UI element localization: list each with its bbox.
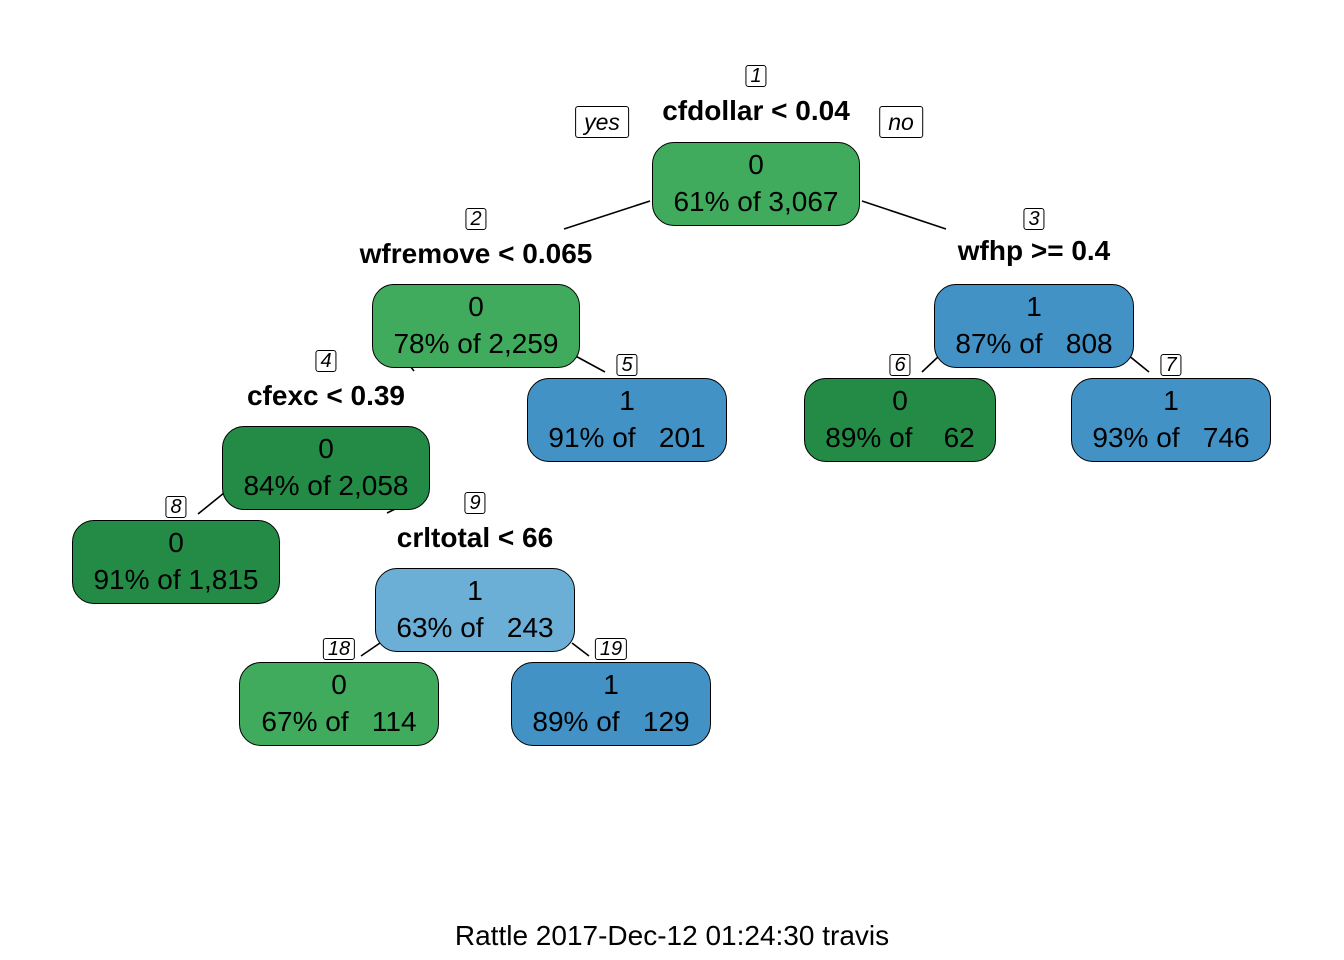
node-id-3: 3: [1023, 208, 1045, 230]
node-class-3: 1: [1026, 291, 1042, 322]
node-class-9: 1: [467, 575, 483, 606]
edge-1-2: [563, 200, 651, 230]
node-class-1: 0: [748, 149, 764, 180]
split-rule-1: cfdollar < 0.04: [662, 95, 850, 126]
node-class-6: 0: [892, 385, 908, 416]
node-id-18: 18: [322, 638, 356, 660]
node-id-1: 1: [745, 65, 767, 87]
node-share-9: 63% of 243: [396, 612, 554, 643]
node-id-6: 6: [889, 354, 911, 376]
node-box-18: 0 67% of 114: [239, 662, 439, 746]
node-class-2: 0: [468, 291, 484, 322]
branch-label-no: no: [879, 106, 923, 138]
node-share-2: 78% of 2,259: [393, 328, 559, 359]
node-box-3: 1 87% of 808: [934, 284, 1134, 368]
edge-4-8: [197, 492, 225, 515]
node-id-9: 9: [464, 492, 486, 514]
node-share-6: 89% of 62: [825, 422, 975, 453]
branch-label-yes: yes: [575, 106, 629, 138]
node-share-7: 93% of 746: [1092, 422, 1250, 453]
node-share-8: 91% of 1,815: [93, 564, 259, 595]
node-class-5: 1: [619, 385, 635, 416]
node-box-7: 1 93% of 746: [1071, 378, 1271, 462]
node-box-2: 0 78% of 2,259: [372, 284, 580, 368]
node-share-18: 67% of 114: [261, 706, 417, 737]
node-box-8: 0 91% of 1,815: [72, 520, 280, 604]
node-class-18: 0: [331, 669, 347, 700]
edge-1-3: [861, 200, 947, 230]
node-class-7: 1: [1163, 385, 1179, 416]
edge-9-19: [571, 642, 590, 657]
footer-caption: Rattle 2017-Dec-12 01:24:30 travis: [454, 920, 890, 951]
split-rule-9: crltotal < 66: [396, 522, 554, 553]
node-id-7: 7: [1160, 354, 1182, 376]
node-class-19: 1: [603, 669, 619, 700]
node-share-19: 89% of 129: [532, 706, 690, 737]
node-id-4: 4: [315, 350, 337, 372]
node-share-4: 84% of 2,058: [243, 470, 409, 501]
node-class-4: 0: [318, 433, 334, 464]
node-box-6: 0 89% of 62: [804, 378, 996, 462]
node-id-8: 8: [165, 496, 187, 518]
edge-3-7: [1127, 354, 1150, 373]
node-share-1: 61% of 3,067: [673, 186, 839, 217]
node-box-9: 1 63% of 243: [375, 568, 575, 652]
split-rule-4: cfexc < 0.39: [246, 380, 406, 411]
node-box-1: 0 61% of 3,067: [652, 142, 860, 226]
node-id-19: 19: [594, 638, 628, 660]
node-class-8: 0: [168, 527, 184, 558]
node-share-3: 87% of 808: [955, 328, 1113, 359]
edge-9-18: [360, 642, 381, 657]
node-share-5: 91% of 201: [548, 422, 706, 453]
split-rule-3: wfhp >= 0.4: [957, 235, 1111, 266]
node-id-2: 2: [465, 208, 487, 230]
node-box-5: 1 91% of 201: [527, 378, 727, 462]
node-id-5: 5: [616, 354, 638, 376]
node-box-19: 1 89% of 129: [511, 662, 711, 746]
node-box-4: 0 84% of 2,058: [222, 426, 430, 510]
split-rule-2: wfremove < 0.065: [359, 238, 593, 269]
